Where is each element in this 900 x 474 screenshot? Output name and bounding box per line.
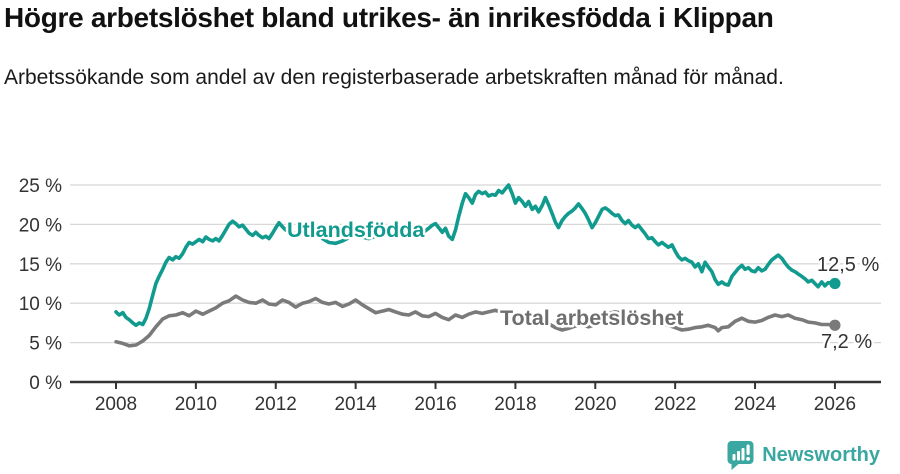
series-line-total-arbetsl-shet [114, 294, 837, 348]
y-tick-label: 15 % [19, 255, 62, 276]
y-tick-label: 0 % [29, 373, 62, 394]
series-end-dot [829, 277, 841, 290]
y-tick-label: 5 % [29, 334, 62, 355]
newsworthy-chart-bubble-icon [727, 441, 754, 470]
line-chart: 0 % 5 % 10 % 15 % 20 % 25 % 2008 2010 2012 2014 20… [0, 150, 900, 442]
speech-bubble-shape [727, 441, 754, 470]
exclamation-dot [746, 456, 751, 461]
bar-medium [737, 451, 741, 461]
series-line-utlandsf-dda [114, 183, 837, 328]
brand-name: Newsworthy [762, 443, 880, 466]
x-tick-label: 2008 [95, 394, 137, 415]
bar-tall [741, 448, 745, 461]
series-label: Utlandsfödda [287, 218, 425, 242]
x-tick-label: 2020 [574, 394, 616, 415]
x-tick-label: 2026 [814, 394, 856, 415]
chart-subtitle: Arbetssökande som andel av den registerb… [4, 66, 784, 89]
chart-canvas: 0 % 5 % 10 % 15 % 20 % 25 % 2008 2010 2012 2014 20… [19, 176, 882, 415]
series-label: Total arbetslöshet [500, 306, 684, 330]
x-tick-label: 2024 [734, 394, 777, 415]
end-value-label: 12,5 % [817, 254, 879, 276]
page-title: Högre arbetslöshet bland utrikes- än inr… [4, 2, 774, 33]
exclamation-stem [746, 444, 750, 455]
y-tick-label: 25 % [19, 176, 62, 197]
x-tick-label: 2022 [654, 394, 696, 415]
y-tick-label: 20 % [19, 215, 62, 236]
x-tick-label: 2014 [334, 394, 377, 415]
x-tick-label: 2018 [494, 394, 536, 415]
series-end-dot [829, 319, 841, 331]
brand-footer: Newsworthy [727, 440, 880, 470]
end-value-label: 7,2 % [821, 331, 872, 353]
y-tick-label: 10 % [19, 294, 62, 315]
x-tick-label: 2010 [175, 394, 217, 415]
bar-small [732, 454, 736, 461]
x-tick-label: 2016 [414, 394, 456, 415]
x-tick-label: 2012 [255, 394, 297, 415]
